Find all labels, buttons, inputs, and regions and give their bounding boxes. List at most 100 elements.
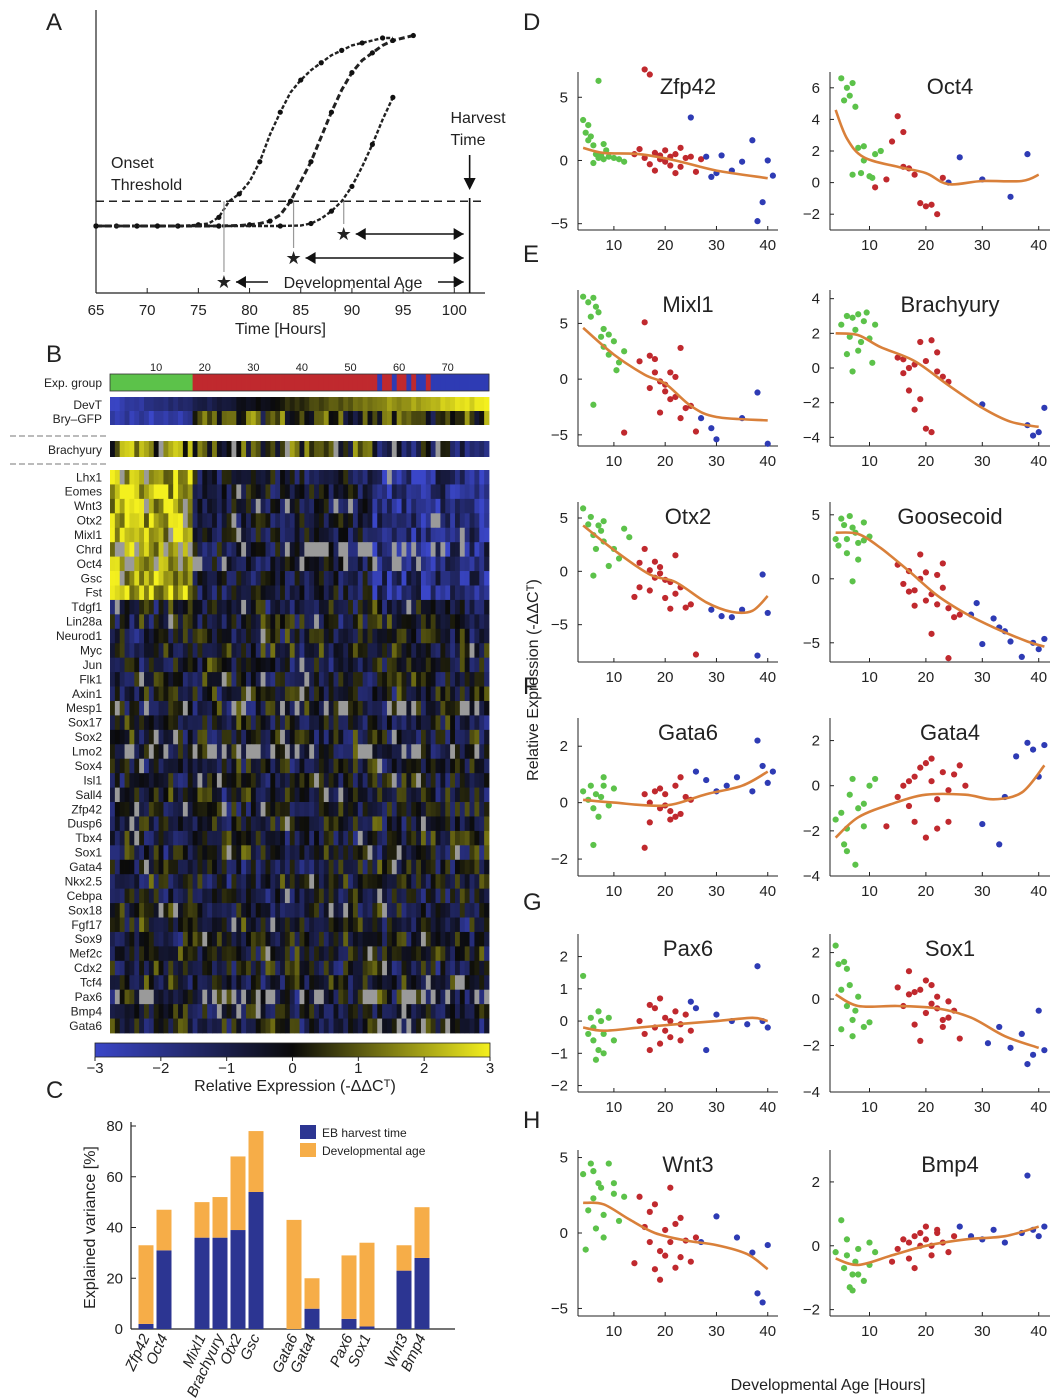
gene-cell <box>323 585 330 601</box>
row-label-gene: Eomes <box>65 485 102 499</box>
gene-cell <box>435 845 441 861</box>
gene-cell <box>386 599 393 615</box>
gene-cell <box>401 1004 407 1019</box>
gene-cell <box>124 946 130 962</box>
gene-cell <box>114 1018 121 1034</box>
gene-cell <box>221 1018 228 1034</box>
fit-curve <box>835 1225 1040 1267</box>
point-group-green <box>600 782 607 789</box>
gene-cell <box>187 686 194 702</box>
gene-cell <box>348 931 354 947</box>
gene-cell <box>265 657 271 673</box>
gene-cell <box>318 672 325 687</box>
gene-cell <box>309 585 315 601</box>
gene-cell <box>246 470 252 485</box>
point-group-red <box>672 782 679 789</box>
point-group-green <box>590 1195 597 1202</box>
gene-cell <box>401 802 407 817</box>
gene-cell <box>144 773 150 788</box>
gene-cell <box>241 729 247 745</box>
scatter-x-tick-label: 30 <box>708 1099 725 1116</box>
bry-gfp-cell <box>168 411 174 425</box>
onset-curve-point <box>216 214 222 220</box>
gene-cell <box>450 758 456 774</box>
gene-cell <box>435 1018 441 1034</box>
gene-cell <box>420 802 427 817</box>
gene-cell <box>391 931 398 947</box>
row-label-gene: Mixl1 <box>74 528 102 542</box>
gene-cell <box>182 773 189 788</box>
gene-cell <box>343 542 349 558</box>
gene-cell <box>231 614 237 630</box>
gene-cell <box>348 599 354 615</box>
gene-cell <box>362 527 368 543</box>
gene-cell <box>226 917 232 933</box>
devt-cell <box>182 397 189 411</box>
point-group-blue <box>687 998 694 1005</box>
gene-cell <box>255 845 262 861</box>
gene-cell <box>406 787 412 803</box>
gene-cell <box>479 1004 485 1019</box>
gene-cell <box>119 773 125 788</box>
gene-cell <box>372 758 378 774</box>
gene-cell <box>202 556 208 572</box>
bry-gfp-cell <box>178 411 184 425</box>
row-label-gene: Gata6 <box>69 1019 102 1033</box>
point-group-red <box>905 802 913 810</box>
gene-cell <box>299 903 305 918</box>
gene-cell <box>430 758 436 774</box>
scatter-x-tick-label: 10 <box>606 453 623 470</box>
gene-cell <box>382 657 388 673</box>
gene-cell <box>420 657 427 673</box>
gene-cell <box>474 614 480 630</box>
gene-cell <box>250 1004 257 1019</box>
gene-cell <box>299 484 305 500</box>
gene-cell <box>144 657 150 673</box>
point-group-blue <box>1018 653 1025 660</box>
gene-cell <box>144 729 150 745</box>
gene-cell <box>440 903 446 918</box>
gene-cell <box>396 599 402 615</box>
gene-cell <box>280 859 286 875</box>
panel-a-x-tick-label: 85 <box>292 302 309 319</box>
brachyury-cell <box>469 441 475 457</box>
point-group-red <box>651 1201 659 1208</box>
gene-cell <box>309 903 315 918</box>
gene-cell <box>299 571 305 586</box>
point-group-green <box>580 788 587 795</box>
gene-cell <box>318 599 325 615</box>
point-group-green <box>605 153 612 160</box>
gene-cell <box>260 527 266 543</box>
gene-cell <box>110 585 116 601</box>
point-group-green <box>580 505 587 512</box>
gene-cell <box>401 628 407 644</box>
gene-cell <box>377 787 383 803</box>
gene-cell <box>464 931 470 947</box>
gene-cell <box>294 903 300 918</box>
gene-cell <box>192 643 198 659</box>
gene-cell <box>333 542 339 558</box>
point-group-red <box>934 349 941 356</box>
gene-cell <box>114 729 121 745</box>
gene-cell <box>168 874 174 890</box>
gene-cell <box>382 715 388 731</box>
gene-cell <box>168 599 174 615</box>
gene-cell <box>158 542 164 558</box>
gene-cell <box>139 484 145 500</box>
scatter-x-tick-label: 30 <box>974 1323 991 1340</box>
point-group-red <box>905 968 913 975</box>
row-label-gene: Sox4 <box>75 759 103 773</box>
gene-cell <box>420 1018 427 1034</box>
gene-cell <box>294 931 300 947</box>
point-group-green <box>846 92 853 99</box>
gene-cell <box>241 1018 247 1034</box>
gene-cell <box>173 1004 179 1019</box>
gene-cell <box>425 643 432 659</box>
gene-cell <box>352 614 359 630</box>
gene-cell <box>479 816 485 832</box>
gene-cell <box>197 542 203 558</box>
point-group-red <box>934 211 941 218</box>
gene-cell <box>323 470 330 485</box>
gene-cell <box>386 571 393 586</box>
gene-cell <box>178 715 184 731</box>
